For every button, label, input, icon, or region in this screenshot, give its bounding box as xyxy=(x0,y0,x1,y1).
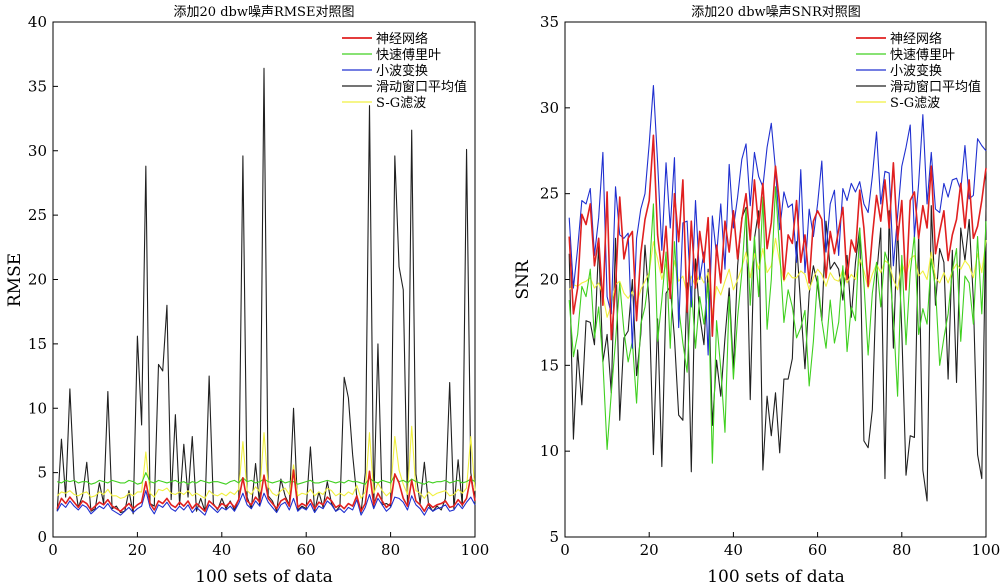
x-tick-label: 60 xyxy=(297,541,316,559)
legend-label: 小波变换 xyxy=(376,63,428,79)
y-tick-label: 15 xyxy=(540,356,559,374)
y-tick-label: 15 xyxy=(28,335,47,353)
y-tick-label: 35 xyxy=(28,77,47,95)
x-tick-label: 40 xyxy=(212,541,231,559)
series-line-2 xyxy=(57,472,476,485)
series-line-5 xyxy=(56,425,476,499)
y-tick-label: 30 xyxy=(540,99,559,117)
legend-label: 快速傅里叶 xyxy=(376,48,441,63)
legend-label: 小波变换 xyxy=(890,63,942,79)
series-line-2 xyxy=(568,186,987,464)
chart-title: 添加20 dbw噪声RMSE对照图 xyxy=(174,5,355,20)
x-tick-label: 40 xyxy=(724,541,743,559)
y-tick-label: 25 xyxy=(540,185,559,203)
x-axis-label: 100 sets of data xyxy=(195,567,333,587)
y-tick-label: 20 xyxy=(28,271,47,289)
legend-label: S-G滤波 xyxy=(376,96,426,111)
x-tick-label: 80 xyxy=(892,541,911,559)
y-axis-label: RMSE xyxy=(5,253,25,307)
x-tick-label: 60 xyxy=(808,541,827,559)
legend-label: 快速傅里叶 xyxy=(890,48,955,63)
legend-label: 神经网络 xyxy=(376,31,428,47)
y-tick-label: 10 xyxy=(540,442,559,460)
x-tick-label: 0 xyxy=(48,541,58,559)
y-tick-label: 30 xyxy=(28,142,47,160)
x-tick-label: 100 xyxy=(972,541,1000,559)
legend-label: 滑动窗口平均值 xyxy=(376,79,467,95)
chart-title: 添加20 dbw噪声SNR对照图 xyxy=(691,5,861,20)
x-tick-label: 20 xyxy=(128,541,147,559)
y-axis-label: SNR xyxy=(513,259,533,300)
series-line-5 xyxy=(568,237,987,318)
y-tick-label: 10 xyxy=(28,399,47,417)
rmse-chart: 添加20 dbw噪声RMSE对照图 100 sets of data RMSE … xyxy=(5,5,489,587)
x-axis-label: 100 sets of data xyxy=(707,567,845,587)
y-tick-label: 25 xyxy=(28,206,47,224)
y-tick-label: 40 xyxy=(28,13,47,31)
series-line-4 xyxy=(56,67,476,515)
legend-label: S-G滤波 xyxy=(890,96,940,111)
y-tick-label: 5 xyxy=(37,464,47,482)
series-line-1 xyxy=(56,469,476,513)
y-tick-label: 5 xyxy=(549,528,559,546)
series-line-1 xyxy=(568,134,987,341)
snr-chart: 添加20 dbw噪声SNR对照图 100 sets of data SNR 0 2… xyxy=(513,5,1000,587)
series-line-3 xyxy=(56,490,476,516)
y-tick-label: 20 xyxy=(540,271,559,289)
y-tick-label: 35 xyxy=(540,13,559,31)
legend-label: 滑动窗口平均值 xyxy=(890,79,981,95)
y-tick-label: 0 xyxy=(37,528,47,546)
x-tick-label: 100 xyxy=(461,541,490,559)
x-tick-label: 0 xyxy=(560,541,570,559)
legend-label: 神经网络 xyxy=(890,31,942,47)
x-tick-label: 20 xyxy=(640,541,659,559)
x-tick-label: 80 xyxy=(381,541,400,559)
